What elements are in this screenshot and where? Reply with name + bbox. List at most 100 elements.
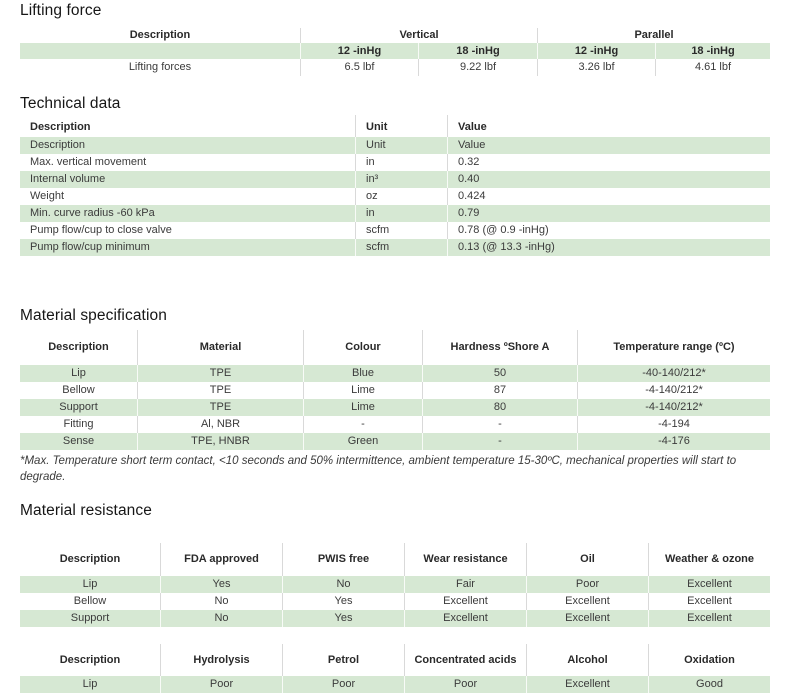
cell: 0.13 (@ 13.3 -inHg) bbox=[447, 239, 770, 256]
cell: 0.32 bbox=[447, 154, 770, 171]
cell: 87 bbox=[422, 382, 577, 399]
cell: 0.78 (@ 0.9 -inHg) bbox=[447, 222, 770, 239]
cell: Excellent bbox=[648, 593, 770, 610]
cell: 9.22 lbf bbox=[418, 59, 537, 76]
table-row: Description Hydrolysis Petrol Concentrat… bbox=[20, 644, 770, 676]
column-header: Description bbox=[59, 653, 121, 666]
row-label: Lip bbox=[20, 365, 137, 382]
table-row: Support No Yes Excellent Excellent Excel… bbox=[20, 610, 770, 627]
cell: Excellent bbox=[404, 593, 526, 610]
column-header: Colour bbox=[303, 330, 422, 365]
column-header: Wear resistance bbox=[404, 543, 526, 576]
cell: No bbox=[160, 610, 282, 627]
material-resistance-table-2: Description Hydrolysis Petrol Concentrat… bbox=[20, 644, 770, 693]
table-row: Internal volume in³ 0.40 bbox=[20, 171, 770, 188]
section-technical-data: Technical data Description Unit Value De… bbox=[0, 96, 790, 256]
table-row: Pump flow/cup minimum scfm 0.13 (@ 13.3 … bbox=[20, 239, 770, 256]
column-header: Hydrolysis bbox=[160, 644, 282, 676]
table-row: Description Unit Value bbox=[20, 137, 770, 154]
cell: Yes bbox=[160, 576, 282, 593]
cell: No bbox=[282, 576, 404, 593]
column-header: Temperature range (ºC) bbox=[577, 330, 770, 365]
table-row: 12 -inHg 18 -inHg 12 -inHg 18 -inHg bbox=[20, 43, 771, 59]
table-row: Support TPE Lime 80 -4-140/212* bbox=[20, 399, 770, 416]
column-header: Description bbox=[129, 29, 191, 41]
cell: in³ bbox=[355, 171, 447, 188]
section-lifting-force: Lifting force Description Vertical Paral… bbox=[0, 3, 790, 76]
column-header: Alcohol bbox=[526, 644, 648, 676]
cell: Value bbox=[447, 137, 770, 154]
row-label: Bellow bbox=[62, 384, 95, 396]
cell: 3.26 lbf bbox=[537, 59, 655, 76]
table-row: Bellow No Yes Excellent Excellent Excell… bbox=[20, 593, 770, 610]
row-label: Bellow bbox=[73, 595, 107, 607]
cell: Yes bbox=[282, 610, 404, 627]
cell: Excellent bbox=[648, 610, 770, 627]
column-header: Concentrated acids bbox=[404, 644, 526, 676]
cell: Pump flow/cup to close valve bbox=[30, 224, 172, 236]
cell: Description bbox=[20, 137, 355, 154]
cell: Internal volume bbox=[20, 171, 355, 188]
section-material-resistance: Material resistance Description FDA appr… bbox=[0, 503, 790, 693]
column-header: Material bbox=[137, 330, 303, 365]
cell: - bbox=[422, 433, 577, 450]
cell: -4-140/212* bbox=[577, 382, 770, 399]
cell: TPE bbox=[137, 382, 303, 399]
cell: Poor bbox=[282, 676, 404, 693]
cell: Lime bbox=[303, 399, 422, 416]
cell: Lime bbox=[303, 382, 422, 399]
cell: oz bbox=[355, 188, 447, 205]
cell: -40-140/212* bbox=[577, 365, 770, 382]
material-specification-title: Material specification bbox=[20, 307, 167, 324]
lifting-force-table: Description Vertical Parallel 12 -inHg 1… bbox=[20, 28, 771, 76]
cell: in bbox=[355, 205, 447, 222]
column-header: Petrol bbox=[282, 644, 404, 676]
cell: -4-140/212* bbox=[577, 399, 770, 416]
table-row: Description Material Colour Hardness ºSh… bbox=[20, 330, 770, 365]
cell: Excellent bbox=[648, 576, 770, 593]
column-header: Oil bbox=[526, 543, 648, 576]
row-label: Support bbox=[20, 610, 160, 627]
cell: Weight bbox=[30, 190, 65, 202]
lifting-force-title: Lifting force bbox=[20, 2, 102, 19]
cell: Min. curve radius -60 kPa bbox=[20, 205, 355, 222]
table-row: Description Vertical Parallel bbox=[20, 28, 770, 43]
column-header: Unit bbox=[355, 115, 447, 137]
table-row: Lip Poor Poor Poor Excellent Good bbox=[20, 676, 770, 693]
row-label: Fitting bbox=[63, 418, 94, 430]
cell: -4-176 bbox=[577, 433, 770, 450]
cell: Unit bbox=[355, 137, 447, 154]
column-header: Vertical bbox=[300, 28, 537, 43]
table-row: Description Unit Value bbox=[20, 115, 770, 137]
table-row: Fitting Al, NBR - - -4-194 bbox=[20, 416, 770, 433]
cell: Poor bbox=[160, 676, 282, 693]
cell: Pump flow/cup minimum bbox=[20, 239, 355, 256]
cell: Excellent bbox=[526, 676, 648, 693]
cell: - bbox=[422, 416, 577, 433]
cell: 80 bbox=[422, 399, 577, 416]
table-row: Pump flow/cup to close valve scfm 0.78 (… bbox=[20, 222, 770, 239]
cell: Poor bbox=[526, 576, 648, 593]
row-label: Lip bbox=[20, 576, 160, 593]
cell: Fair bbox=[404, 576, 526, 593]
cell bbox=[20, 43, 300, 59]
technical-data-table: Description Unit Value Description Unit … bbox=[20, 115, 770, 256]
material-specification-table: Description Material Colour Hardness ºSh… bbox=[20, 330, 770, 450]
table-row: Sense TPE, HNBR Green - -4-176 bbox=[20, 433, 770, 450]
table-row: Max. vertical movement in 0.32 bbox=[20, 154, 770, 171]
row-label: Lifting forces bbox=[128, 61, 192, 73]
temperature-footnote: *Max. Temperature short term contact, <1… bbox=[20, 455, 737, 483]
row-label: Lip bbox=[20, 676, 160, 693]
table-row: Weight oz 0.424 bbox=[20, 188, 770, 205]
table-row: Lip TPE Blue 50 -40-140/212* bbox=[20, 365, 770, 382]
row-label: Sense bbox=[20, 433, 137, 450]
material-resistance-title: Material resistance bbox=[20, 502, 152, 519]
row-label: Support bbox=[20, 399, 137, 416]
column-header: 12 -inHg bbox=[300, 43, 418, 59]
material-resistance-table-1: Description FDA approved PWIS free Wear … bbox=[20, 543, 770, 627]
cell: 50 bbox=[422, 365, 577, 382]
cell: TPE, HNBR bbox=[137, 433, 303, 450]
cell: TPE bbox=[137, 399, 303, 416]
cell: Excellent bbox=[404, 610, 526, 627]
